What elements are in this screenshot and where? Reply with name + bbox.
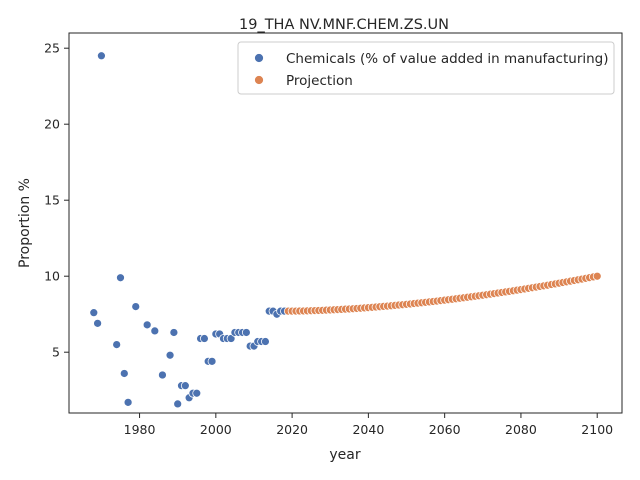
data-point bbox=[116, 273, 125, 283]
x-tick-label: 2060 bbox=[429, 422, 461, 437]
data-point bbox=[112, 340, 122, 349]
y-tick-label: 25 bbox=[44, 41, 60, 56]
plot-frame bbox=[68, 32, 623, 414]
points-layer bbox=[89, 51, 602, 409]
legend-box bbox=[237, 41, 615, 95]
x-tick-label: 2000 bbox=[200, 422, 232, 437]
legend: Chemicals (% of value added in manufactu… bbox=[237, 41, 615, 95]
y-tick-label: 20 bbox=[44, 117, 60, 132]
data-point bbox=[261, 337, 270, 346]
x-tick-label: 2040 bbox=[352, 422, 384, 437]
data-point bbox=[173, 399, 183, 409]
data-point bbox=[123, 397, 133, 407]
x-tick-label: 2100 bbox=[581, 422, 613, 437]
chart-title: 19_THA NV.MNF.CHEM.ZS.UN bbox=[239, 17, 449, 33]
x-tick-label: 2080 bbox=[505, 422, 537, 437]
data-point bbox=[200, 334, 209, 343]
legend-label-chemicals: Chemicals (% of value added in manufactu… bbox=[286, 51, 609, 67]
legend-marker-projection bbox=[254, 75, 264, 85]
y-tick-label: 15 bbox=[44, 193, 60, 208]
data-point bbox=[142, 320, 152, 330]
data-point bbox=[93, 318, 102, 328]
data-point bbox=[192, 388, 202, 398]
y-axis: 5 10 15 20 25 bbox=[44, 41, 69, 360]
x-tick-label: 2020 bbox=[276, 422, 308, 437]
y-tick-label: 10 bbox=[44, 269, 60, 284]
x-axis-label: year bbox=[329, 447, 360, 463]
data-point bbox=[169, 328, 179, 337]
data-point bbox=[119, 369, 129, 378]
projection-point bbox=[592, 271, 602, 281]
legend-label-projection: Projection bbox=[286, 73, 353, 89]
data-point bbox=[241, 328, 251, 337]
x-axis: 1980 2000 2020 2040 2060 2080 2100 bbox=[124, 413, 613, 437]
data-point bbox=[97, 51, 106, 61]
data-point bbox=[165, 350, 175, 360]
data-point bbox=[207, 356, 217, 366]
data-point bbox=[131, 302, 141, 311]
x-tick-label: 1980 bbox=[124, 422, 156, 437]
data-point bbox=[150, 326, 160, 336]
y-axis-label: Proportion % bbox=[17, 178, 33, 268]
legend-marker-chemicals bbox=[254, 53, 264, 63]
data-point bbox=[158, 370, 167, 380]
data-point bbox=[89, 308, 99, 318]
data-point bbox=[180, 381, 190, 391]
y-tick-label: 5 bbox=[52, 345, 60, 360]
